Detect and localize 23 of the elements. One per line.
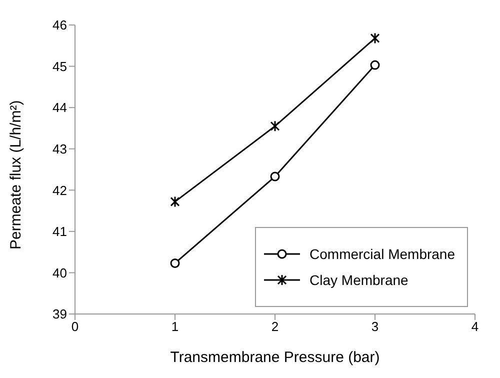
y-tick-label: 44 xyxy=(52,100,67,116)
y-axis-title: Permeate flux (L/h/m²) xyxy=(7,100,24,250)
x-tick-label: 1 xyxy=(171,319,179,334)
x-axis-title: Transmembrane Pressure (bar) xyxy=(170,349,380,366)
y-tick-label: 45 xyxy=(52,58,67,74)
y-tick-label: 40 xyxy=(52,265,67,280)
y-tick-label: 46 xyxy=(52,18,67,33)
x-tick-label: 4 xyxy=(471,319,479,334)
x-tick-label: 0 xyxy=(71,319,79,334)
point xyxy=(370,60,380,70)
x-tick-label: 2 xyxy=(271,319,279,334)
x-tick-label: 3 xyxy=(371,319,379,334)
point xyxy=(270,120,280,132)
y-tick-label: 39 xyxy=(52,306,67,322)
y-tick-label: 42 xyxy=(52,182,67,198)
point xyxy=(370,32,380,44)
legend-label: Commercial Membrane xyxy=(310,246,455,262)
y-tick-label: 41 xyxy=(52,224,67,240)
point xyxy=(170,196,180,208)
legend-label: Clay Membrane xyxy=(310,272,408,288)
y-tick-label: 43 xyxy=(52,141,67,156)
point xyxy=(170,258,180,268)
point xyxy=(270,172,280,182)
